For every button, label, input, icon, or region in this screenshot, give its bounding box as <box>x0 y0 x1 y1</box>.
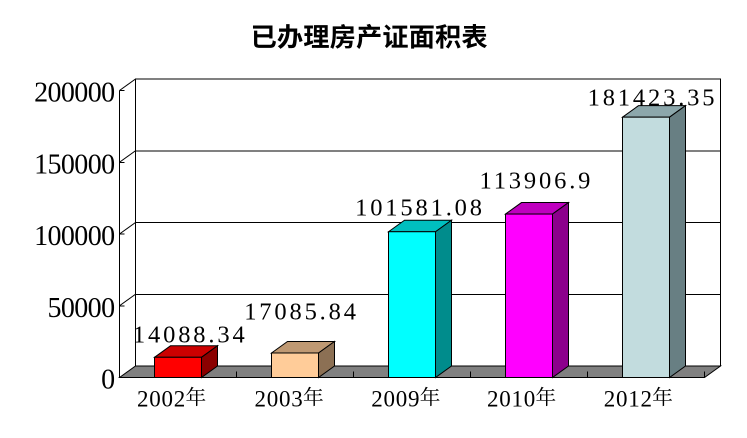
svg-text:113906.9: 113906.9 <box>480 167 594 194</box>
svg-text:100000: 100000 <box>34 221 114 252</box>
svg-text:17085.84: 17085.84 <box>244 299 359 326</box>
svg-text:2012: 2012 <box>604 386 653 411</box>
svg-text:0: 0 <box>101 365 114 396</box>
svg-text:2009: 2009 <box>371 386 420 411</box>
svg-text:2003: 2003 <box>255 386 304 411</box>
svg-text:2010: 2010 <box>487 386 536 411</box>
svg-text:50000: 50000 <box>47 293 114 324</box>
svg-text:150000: 150000 <box>34 149 114 180</box>
svg-text:14088.34: 14088.34 <box>133 321 248 348</box>
svg-text:101581.08: 101581.08 <box>355 195 485 222</box>
svg-text:200000: 200000 <box>34 78 114 109</box>
svg-text:2002: 2002 <box>137 386 186 411</box>
